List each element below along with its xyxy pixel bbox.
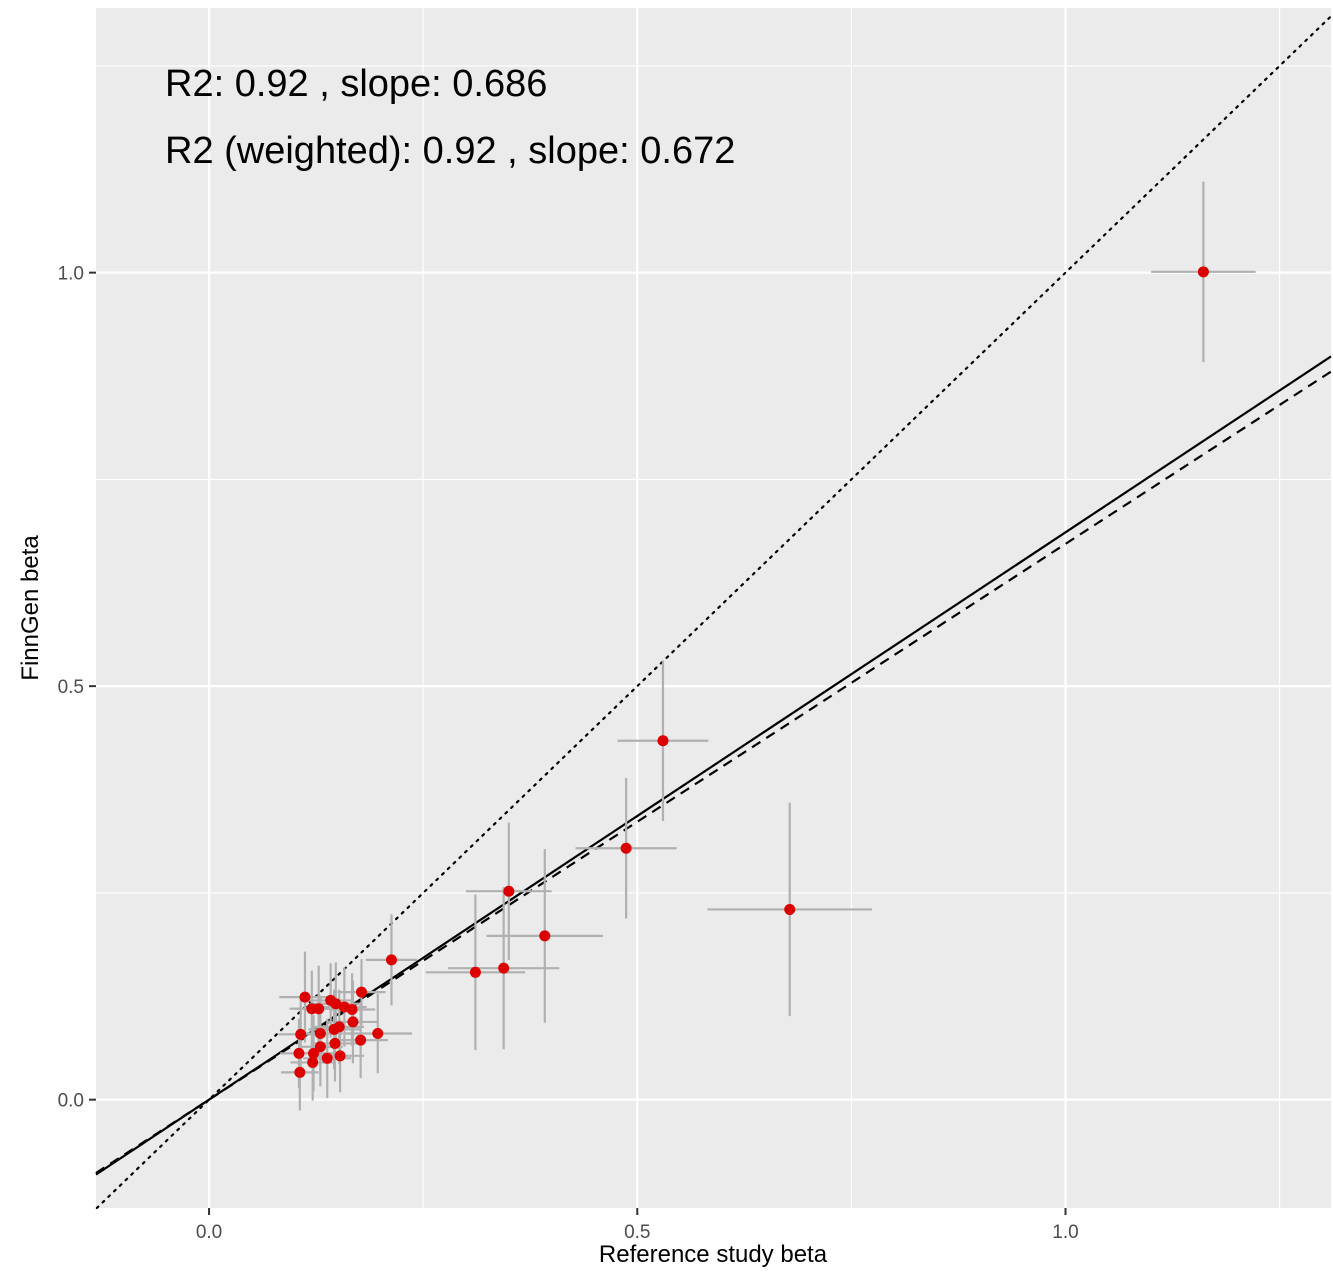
r2-weighted-annotation: R2 (weighted): 0.92 , slope: 0.672 (165, 130, 735, 172)
x-tick-label: 1.0 (1052, 1222, 1078, 1243)
x-tick-labels: 0.0 0.5 1.0 (196, 1222, 1079, 1243)
data-point (329, 1037, 341, 1049)
data-point (314, 1041, 326, 1053)
y-tick-label: 0.5 (58, 677, 84, 698)
data-point (372, 1027, 384, 1039)
data-point (784, 903, 796, 915)
data-point (294, 1066, 306, 1078)
x-axis-title: Reference study beta (599, 1241, 828, 1268)
r2-annotation: R2: 0.92 , slope: 0.686 (165, 63, 547, 105)
data-point (307, 1056, 319, 1068)
data-point (330, 998, 342, 1010)
grid-major (96, 8, 1331, 1208)
data-point (299, 991, 311, 1003)
data-points (293, 266, 1209, 1078)
fit-line-dotted (95, 15, 1333, 1210)
data-point (346, 1004, 358, 1016)
data-point (334, 1050, 346, 1062)
y-tick-label: 0.0 (58, 1091, 84, 1112)
data-point (469, 966, 481, 978)
data-point (295, 1028, 307, 1040)
data-point (657, 735, 669, 747)
data-point (314, 1027, 326, 1039)
data-point (539, 930, 551, 942)
data-point (328, 1023, 340, 1035)
y-axis-title: FinnGen beta (17, 535, 44, 681)
data-point (498, 962, 510, 974)
data-point (308, 1047, 320, 1059)
data-point (355, 986, 367, 998)
grid-minor (96, 8, 1331, 1208)
y-tick-label: 1.0 (58, 264, 84, 285)
x-tick-label: 0.0 (196, 1222, 222, 1243)
data-point (347, 1016, 359, 1028)
x-tick-label: 0.5 (624, 1222, 650, 1243)
axis-ticks (89, 271, 1067, 1215)
data-point (620, 842, 632, 854)
data-point (503, 885, 515, 897)
data-point (1197, 266, 1209, 278)
plot-panel (96, 8, 1331, 1208)
data-point (355, 1034, 367, 1046)
y-tick-labels: 0.0 0.5 1.0 (58, 264, 84, 1112)
data-point (385, 954, 397, 966)
data-point (306, 1003, 318, 1015)
data-point (321, 1052, 333, 1064)
data-point (293, 1047, 305, 1059)
